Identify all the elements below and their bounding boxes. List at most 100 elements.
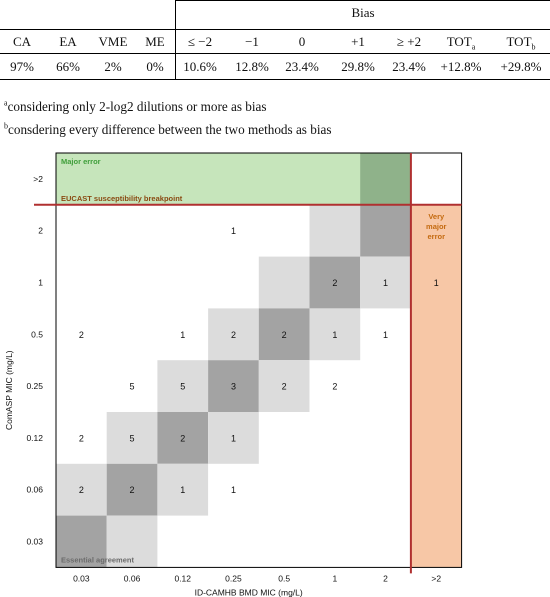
y-tick-label: 0.06	[26, 485, 43, 495]
table-header-label: VME	[98, 34, 128, 49]
x-tick-label: 2	[383, 573, 388, 583]
cell-value-label: 1	[383, 278, 388, 288]
within-one-dilution-cell	[208, 412, 259, 464]
cell-value-label: 2	[282, 330, 287, 340]
cell-value-label: 1	[231, 226, 236, 236]
table-header-cell: ME	[135, 34, 175, 50]
table-header-cell: 0	[278, 34, 326, 50]
table-header-cell: +1	[332, 34, 384, 50]
table-header-cell: TOTa	[434, 34, 488, 56]
summary-table: Bias CA 97% EA 66% VME 2% ME 0% ≤ −2 10.6% −1 12.8%…	[0, 0, 550, 80]
within-one-dilution-cell	[309, 204, 361, 257]
very-major-error-label: major	[426, 222, 447, 231]
cell-value-label: 2	[332, 382, 337, 392]
agreement-cell	[258, 308, 310, 361]
cell-value-label: 2	[79, 330, 84, 340]
table-value-cell: 66%	[56, 59, 80, 74]
agreement-cell	[309, 256, 361, 309]
cell-value-label: 1	[180, 485, 185, 495]
plot-frame	[55, 152, 463, 568]
cell-value-label: 5	[130, 433, 135, 443]
very-major-error-label: Very	[428, 212, 445, 221]
breakpoint-label: EUCAST susceptibility breakpoint	[61, 194, 183, 203]
table-value-cell: 10.6%	[183, 59, 217, 74]
within-one-dilution-cell	[56, 463, 107, 516]
table-header-cell: −1	[228, 34, 276, 50]
table-vertical-divider	[175, 0, 176, 80]
table-value-cell: 97%	[10, 59, 34, 74]
table-value-cell: 23.4%	[285, 59, 319, 74]
table-value-cell: 0%	[146, 59, 164, 74]
footnote-a: aconsidering only 2-log2 dilutions or mo…	[4, 99, 267, 115]
table-value-cell: 29.8%	[341, 59, 375, 74]
y-tick-label: 0.03	[26, 537, 43, 547]
cell-value-label: 5	[130, 382, 135, 392]
table-header-label: TOT	[506, 34, 532, 49]
table-bottom-rule	[0, 79, 550, 80]
cell-value-label: 2	[332, 278, 337, 288]
x-tick-label: 0.12	[174, 573, 191, 583]
table-header-label: −1	[245, 34, 259, 49]
table-header-cell: ≥ +2	[384, 34, 434, 50]
cell-value-label: 1	[383, 330, 388, 340]
table-header-label: TOT	[446, 34, 472, 49]
within-one-dilution-cell	[106, 412, 158, 464]
y-axis-label: ComASP MIC (mg/L)	[4, 350, 14, 430]
cell-value-label: 1	[231, 485, 236, 495]
x-tick-label: >2	[431, 573, 441, 583]
major-error-agreement-cell	[360, 153, 411, 205]
very-major-error-region	[410, 204, 462, 568]
cell-value-label: 1	[180, 330, 185, 340]
agreement-cell	[106, 463, 158, 516]
cell-value-label: 5	[180, 382, 185, 392]
footnote-b: bconsdering every difference between the…	[4, 122, 331, 138]
cell-value-label: 3	[231, 382, 236, 392]
y-tick-label: 2	[38, 226, 43, 236]
table-header-label: ≤ −2	[187, 34, 213, 49]
x-tick-label: 0.25	[225, 573, 242, 583]
within-one-dilution-cell	[258, 360, 310, 412]
footnote-b-marker: b	[4, 121, 8, 131]
major-error-region	[56, 153, 411, 205]
bias-group-header: Bias	[351, 5, 375, 20]
essential-agreement-label: Essential agreement	[61, 555, 134, 564]
table-header-cell: CA	[0, 34, 44, 50]
y-tick-label: 1	[38, 278, 43, 288]
table-header-label: ≥ +2	[396, 34, 422, 49]
table-value-cell: 23.4%	[392, 59, 426, 74]
cell-value-label: 2	[231, 330, 236, 340]
x-axis-label: ID-CAMHB BMD MIC (mg/L)	[195, 587, 303, 597]
x-tick-label: 0.06	[124, 573, 141, 583]
x-tick-label: 0.5	[278, 573, 290, 583]
table-header-cell: VME	[90, 34, 136, 50]
footnote-a-text: considering only 2-log2 dilutions or mor…	[7, 99, 267, 114]
table-header-cell: TOTb	[493, 34, 549, 56]
within-one-dilution-cell	[157, 360, 209, 412]
cell-value-label: 2	[180, 433, 185, 443]
y-tick-label: 0.12	[26, 433, 43, 443]
table-value-cell: +12.8%	[440, 59, 482, 74]
cell-value-label: 1	[332, 330, 337, 340]
very-major-error-label: error	[427, 232, 445, 241]
table-header-subscript: a	[471, 42, 476, 52]
table-value-cell: 12.8%	[235, 59, 269, 74]
table-header-label: ME	[145, 34, 165, 49]
table-header-label: +1	[351, 34, 365, 49]
major-error-label: Major error	[61, 157, 101, 166]
within-one-dilution-cell	[106, 515, 158, 568]
footnote-a-marker: a	[4, 98, 8, 108]
table-top-rule	[176, 0, 550, 1]
cell-value-label: 1	[231, 433, 236, 443]
table-header-label: CA	[12, 34, 32, 49]
x-tick-label: 1	[332, 573, 337, 583]
cell-value-label: 2	[130, 485, 135, 495]
agreement-cell	[56, 515, 107, 568]
x-tick-label: 0.03	[73, 573, 90, 583]
table-mid-rule	[0, 53, 550, 54]
y-tick-label: 0.25	[26, 381, 43, 391]
cell-value-label: 1	[434, 278, 439, 288]
table-header-rule	[0, 29, 550, 30]
agreement-cell	[208, 360, 259, 412]
table-header-subscript: b	[531, 42, 536, 52]
within-one-dilution-cell	[360, 256, 411, 309]
